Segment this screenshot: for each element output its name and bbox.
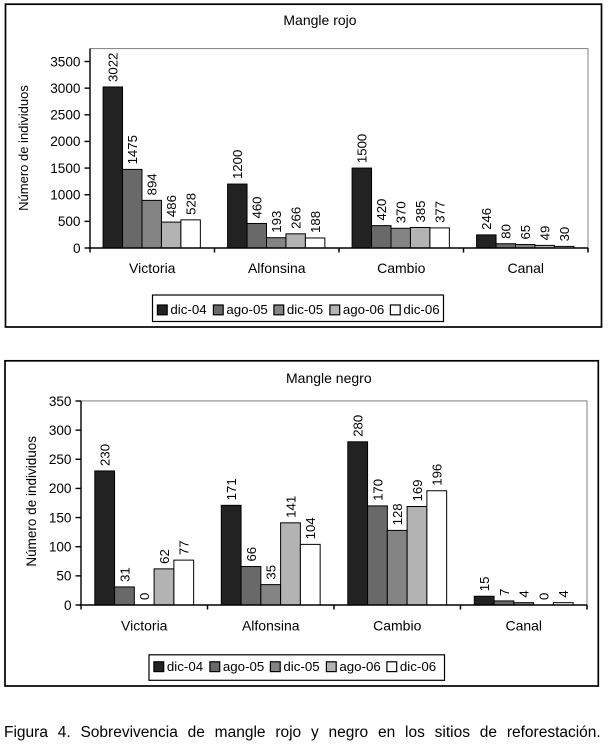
svg-text:0: 0 (137, 593, 152, 600)
svg-text:377: 377 (432, 201, 447, 223)
svg-text:280: 280 (350, 415, 365, 437)
svg-text:62: 62 (157, 549, 172, 564)
svg-text:104: 104 (303, 517, 318, 539)
svg-text:500: 500 (58, 214, 81, 229)
svg-text:Cambio: Cambio (377, 260, 425, 276)
svg-text:Victoria: Victoria (129, 260, 176, 276)
svg-text:Alfonsina: Alfonsina (248, 260, 306, 276)
svg-text:188: 188 (308, 211, 323, 233)
svg-text:15: 15 (477, 577, 492, 592)
svg-text:170: 170 (370, 479, 385, 501)
svg-text:169: 169 (410, 479, 425, 501)
svg-text:30: 30 (557, 227, 572, 242)
svg-text:31: 31 (117, 567, 132, 582)
svg-text:66: 66 (244, 547, 259, 562)
svg-text:Número de individuos: Número de individuos (16, 85, 31, 211)
svg-text:Mangle negro: Mangle negro (286, 370, 372, 386)
svg-text:65: 65 (518, 225, 533, 240)
svg-text:7: 7 (497, 589, 512, 596)
svg-text:ago-06: ago-06 (343, 302, 384, 317)
svg-text:1500: 1500 (50, 161, 81, 176)
svg-text:Canal: Canal (505, 617, 542, 633)
svg-text:dic-05: dic-05 (287, 302, 323, 317)
svg-text:0: 0 (536, 593, 551, 600)
svg-text:150: 150 (49, 510, 72, 525)
svg-text:ago-05: ago-05 (226, 302, 267, 317)
svg-text:0: 0 (73, 241, 81, 256)
svg-text:50: 50 (56, 569, 72, 584)
svg-text:35: 35 (264, 565, 279, 580)
svg-text:dic-04: dic-04 (170, 302, 206, 317)
svg-text:894: 894 (145, 173, 160, 195)
svg-text:528: 528 (183, 193, 198, 215)
svg-text:141: 141 (283, 496, 298, 518)
svg-text:dic-04: dic-04 (167, 659, 203, 674)
svg-text:3500: 3500 (50, 54, 81, 69)
svg-text:350: 350 (49, 394, 72, 409)
svg-text:100: 100 (49, 540, 72, 555)
svg-text:266: 266 (288, 207, 303, 229)
svg-text:385: 385 (413, 200, 428, 222)
svg-text:4: 4 (556, 590, 571, 597)
svg-text:Alfonsina: Alfonsina (242, 617, 300, 633)
svg-text:Victoria: Victoria (121, 617, 168, 633)
svg-text:Cambio: Cambio (373, 617, 421, 633)
svg-text:4: 4 (517, 590, 532, 597)
svg-text:460: 460 (250, 196, 265, 218)
svg-text:250: 250 (49, 452, 72, 467)
svg-text:196: 196 (430, 464, 445, 486)
svg-text:486: 486 (164, 195, 179, 217)
svg-text:77: 77 (177, 540, 192, 555)
svg-text:49: 49 (537, 226, 552, 241)
svg-text:80: 80 (499, 224, 514, 239)
svg-text:dic-06: dic-06 (400, 659, 436, 674)
svg-text:2500: 2500 (50, 108, 81, 123)
svg-text:1000: 1000 (50, 188, 81, 203)
svg-text:420: 420 (374, 199, 389, 221)
svg-text:200: 200 (49, 481, 72, 496)
svg-text:0: 0 (64, 598, 72, 613)
svg-text:ago-06: ago-06 (339, 659, 380, 674)
svg-text:3022: 3022 (106, 53, 121, 82)
svg-text:3000: 3000 (50, 81, 81, 96)
svg-text:171: 171 (224, 478, 239, 500)
svg-text:Mangle rojo: Mangle rojo (283, 12, 356, 28)
svg-text:1200: 1200 (230, 150, 245, 179)
svg-text:1500: 1500 (355, 134, 370, 163)
svg-text:Figura 4. Sobrevivencia de man: Figura 4. Sobrevivencia de mangle rojo y… (4, 724, 601, 741)
svg-text:dic-05: dic-05 (283, 659, 319, 674)
svg-text:300: 300 (49, 423, 72, 438)
svg-text:Número de individuos: Número de individuos (24, 436, 39, 567)
svg-text:128: 128 (390, 503, 405, 525)
svg-text:1475: 1475 (125, 135, 140, 164)
svg-text:Canal: Canal (507, 260, 544, 276)
svg-text:246: 246 (479, 208, 494, 230)
svg-text:2000: 2000 (50, 134, 81, 149)
svg-text:193: 193 (269, 211, 284, 233)
svg-text:ago-05: ago-05 (223, 659, 264, 674)
svg-text:370: 370 (394, 201, 409, 223)
svg-text:dic-06: dic-06 (403, 302, 439, 317)
svg-text:230: 230 (97, 444, 112, 466)
